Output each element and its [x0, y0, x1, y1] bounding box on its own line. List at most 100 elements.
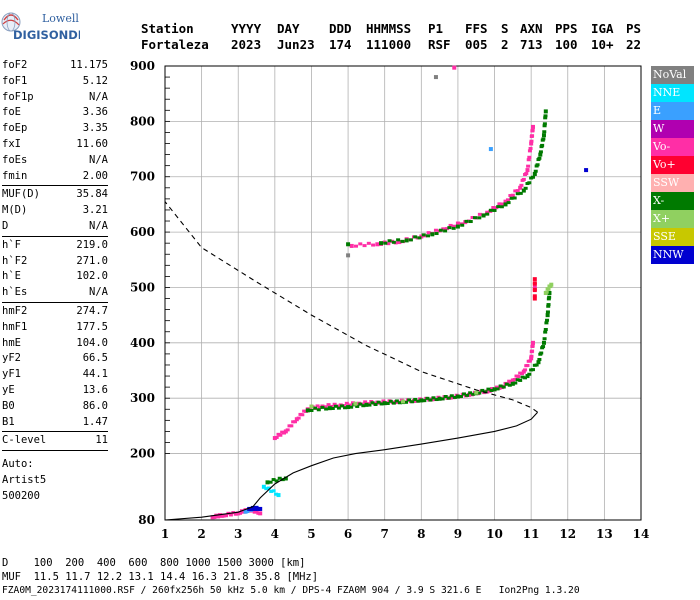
logo-line2: DIGISONDE: [13, 28, 80, 42]
param-row: fmin 2.00: [2, 169, 108, 185]
echo-point: [537, 156, 542, 160]
echo-point: [278, 433, 283, 437]
echo-point: [543, 330, 548, 334]
header-value-p1: RSF: [428, 37, 451, 52]
param-value: N/A: [89, 286, 108, 299]
echo-point: [371, 243, 376, 247]
header-value-axn: 713: [520, 37, 543, 52]
echo-point: [274, 492, 279, 496]
echo-point: [404, 238, 409, 243]
echo-point: [385, 401, 390, 405]
echo-point: [506, 201, 511, 205]
param-value: 271.0: [76, 254, 108, 267]
echo-point: [451, 226, 456, 230]
header-label-station: Station: [141, 21, 194, 36]
echo-point: [533, 169, 538, 173]
echo-point: [541, 345, 546, 349]
echo-point: [489, 388, 494, 392]
echo-point: [523, 186, 528, 190]
echo-point: [441, 227, 446, 232]
param-name: yE: [2, 383, 15, 396]
legend-item: SSW: [651, 174, 694, 192]
echo-point: [525, 363, 530, 367]
param-name: foF2: [2, 59, 28, 71]
echo-point: [455, 221, 460, 225]
echo-point: [431, 396, 436, 400]
echo-point: [437, 396, 442, 401]
param-group-3: h`F 219.0 h`F2 271.0 h`E 102.0 h`Es N/A: [2, 238, 108, 301]
echo-point: [529, 354, 534, 358]
polarization-legend: NoVal NNE E W Vo- Vo+ SSW X- X+ SSE NNW: [651, 66, 694, 264]
echo-point: [501, 385, 506, 389]
header-value-day: Jun23: [277, 37, 315, 52]
param-row: hmF1 177.5: [2, 320, 108, 336]
echo-point: [343, 406, 348, 410]
echo-point: [545, 313, 550, 318]
param-row: h`F 219.0: [2, 238, 108, 254]
echo-point: [540, 143, 545, 147]
param-name: hmF2: [2, 304, 28, 317]
echo-point: [269, 489, 274, 493]
param-row: foF1p N/A: [2, 90, 108, 106]
header-label-ddd: DDD: [329, 21, 352, 36]
param-name: fxI: [2, 137, 21, 150]
echo-point: [519, 183, 524, 187]
echo-point: [538, 150, 543, 154]
echo-point: [542, 337, 547, 341]
echo-point: [546, 297, 551, 301]
param-row: foEp 3.35: [2, 121, 108, 137]
echo-point: [513, 189, 518, 193]
legend-item: NNW: [651, 246, 694, 264]
footer-file-info: FZA0M_2023174111000.RSF / 260fx256h 50 k…: [2, 585, 580, 596]
echo-point: [532, 285, 537, 290]
echo-point: [549, 282, 554, 287]
param-value: 11.60: [76, 137, 108, 150]
echo-point: [422, 399, 427, 403]
echo-point: [488, 147, 493, 152]
echo-point: [508, 194, 513, 198]
echo-point: [408, 238, 413, 242]
param-divider: [2, 235, 108, 237]
echo-point: [421, 233, 426, 237]
header-label-day: DAY: [277, 21, 300, 36]
echo-point: [492, 387, 497, 392]
param-name: C-level: [2, 434, 47, 447]
logo-line1: Lowell: [42, 12, 79, 25]
echo-point: [254, 505, 259, 509]
echo-point: [529, 141, 534, 146]
param-name: h`F2: [2, 254, 28, 267]
echo-point: [440, 397, 445, 401]
echo-point: [397, 240, 402, 245]
echo-point: [320, 405, 325, 409]
param-row: B0 86.0: [2, 399, 108, 415]
legend-item: W: [651, 120, 694, 138]
echo-point: [520, 375, 525, 379]
echo-point: [261, 484, 266, 489]
param-divider: [2, 301, 108, 303]
echo-point: [264, 487, 269, 491]
echo-point: [396, 238, 401, 242]
echo-point: [274, 479, 279, 483]
echo-point: [265, 480, 270, 485]
param-group-4: hmF2 274.7 hmF1 177.5 hmE 104.0 yF2 66.5 yF1 44.1…: [2, 304, 108, 430]
legend-item: X-: [651, 192, 694, 210]
echo-point: [410, 400, 415, 404]
echo-point: [449, 394, 454, 398]
echo-point: [530, 175, 535, 179]
echo-point: [216, 515, 221, 519]
param-value: 102.0: [76, 270, 108, 283]
echo-point: [536, 360, 541, 365]
echo-point: [530, 134, 535, 138]
echo-point: [505, 198, 510, 202]
echo-point: [525, 168, 530, 173]
echo-point: [542, 124, 547, 128]
echo-point: [413, 397, 418, 401]
echo-point: [413, 235, 418, 239]
echo-point: [438, 228, 443, 232]
echo-point: [544, 290, 549, 294]
param-row: B1 1.47: [2, 415, 108, 431]
echo-point: [434, 232, 439, 236]
echo-point: [252, 507, 257, 511]
echo-point: [462, 392, 467, 396]
echo-point: [542, 122, 547, 126]
